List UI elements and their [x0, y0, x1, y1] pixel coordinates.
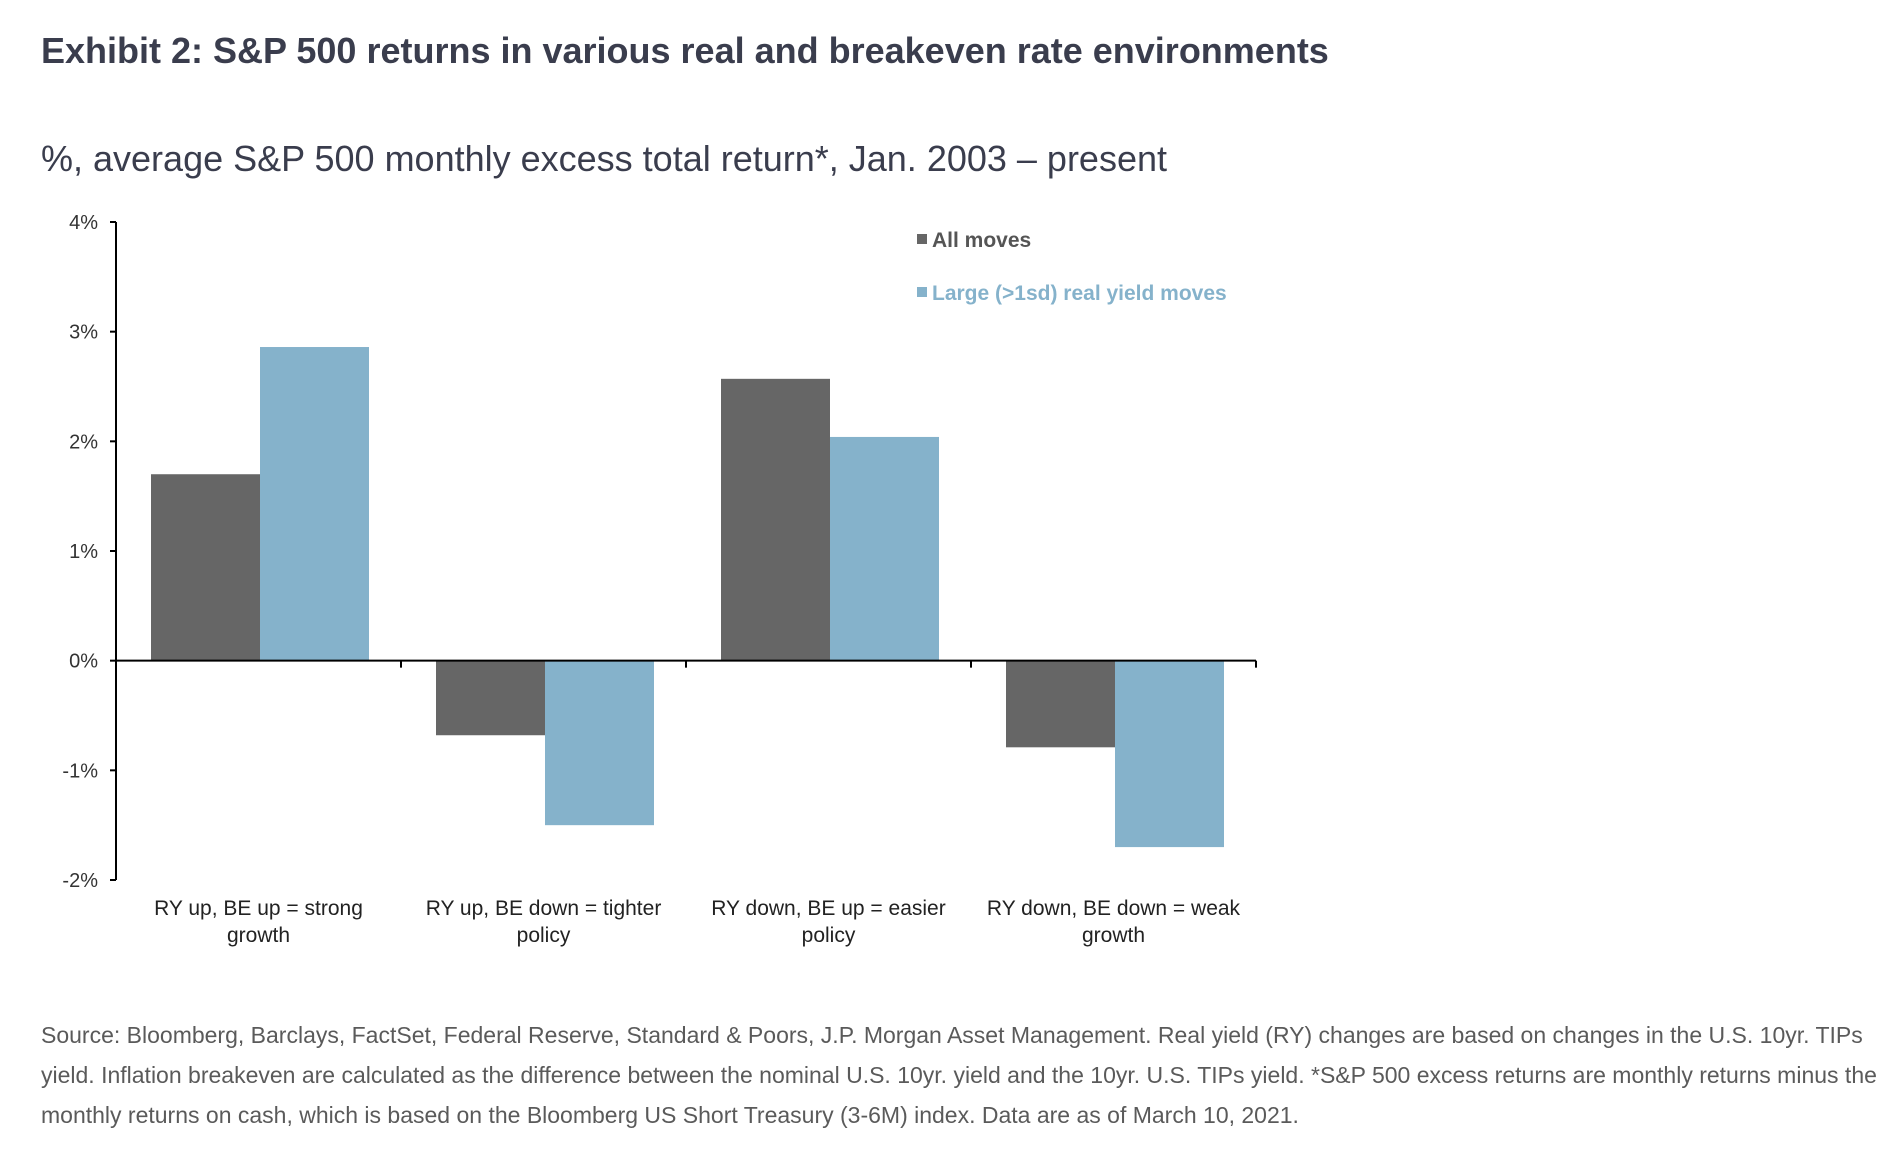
y-tick-label: 3% [69, 322, 98, 344]
bar-all-moves [1006, 660, 1115, 748]
y-tick-label: 4% [69, 212, 98, 234]
y-tick-label: 2% [69, 431, 98, 453]
bar-all-moves [436, 660, 545, 736]
x-category-label: RY up, BE up = strong growth [154, 897, 363, 947]
bar-large-real-yield-moves [545, 660, 654, 826]
chart-subtitle: %, average S&P 500 monthly excess total … [41, 138, 1168, 179]
x-category-label: RY up, BE down = tighter policy [426, 897, 662, 947]
bar-all-moves [151, 474, 260, 661]
y-tick-label: -1% [62, 760, 98, 782]
legend: All moves Large (>1sd) real yield moves [917, 229, 1227, 305]
y-tick-label: 1% [69, 541, 98, 563]
bars [151, 347, 1224, 848]
legend-label: All moves [932, 229, 1031, 252]
bar-all-moves [721, 378, 830, 661]
exhibit-title: Exhibit 2: S&P 500 returns in various re… [41, 30, 1329, 71]
source-footnote: Source: Bloomberg, Barclays, FactSet, Fe… [41, 1022, 1877, 1128]
bar-large-real-yield-moves [830, 436, 939, 661]
bar-chart: -2% -1% 0% 1% 2% 3% 4% RY up, BE up = strong gr… [62, 212, 1257, 947]
x-category-label: RY down, BE down = weak growth [987, 897, 1241, 947]
x-category-label: RY down, BE up = easier policy [711, 897, 945, 947]
legend-swatch [917, 287, 927, 297]
y-axis: -2% -1% 0% 1% 2% 3% 4% [62, 212, 117, 892]
legend-swatch [917, 234, 927, 244]
bar-large-real-yield-moves [260, 347, 369, 661]
y-tick-label: 0% [69, 651, 98, 673]
x-axis: RY up, BE up = strong growth RY up, BE dow… [116, 659, 1257, 947]
legend-label: Large (>1sd) real yield moves [932, 282, 1227, 305]
bar-large-real-yield-moves [1115, 660, 1224, 848]
y-tick-label: -2% [62, 870, 98, 892]
